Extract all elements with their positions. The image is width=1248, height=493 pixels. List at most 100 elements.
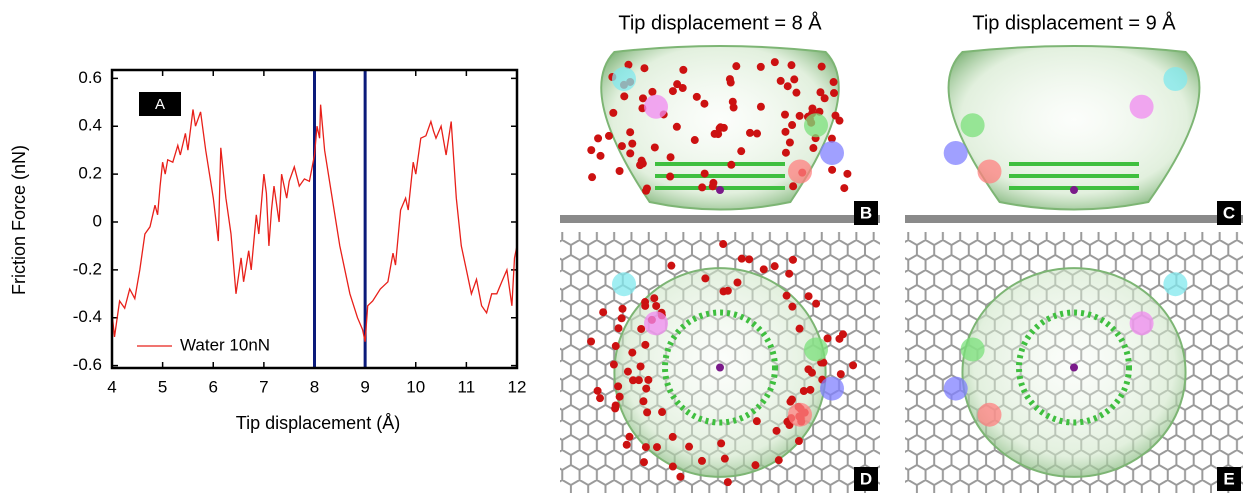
water-molecule <box>636 161 644 169</box>
water-molecule <box>628 140 636 148</box>
x-tick-label: 4 <box>107 377 116 396</box>
y-tick-label: 0 <box>93 211 102 230</box>
graphene <box>1009 174 1139 178</box>
graphene <box>1009 162 1139 166</box>
water-molecule <box>824 334 832 342</box>
water-molecule <box>624 368 632 376</box>
water-molecule <box>605 132 613 140</box>
ion <box>612 67 636 91</box>
y-axis-label: Friction Force (nN) <box>9 145 29 295</box>
water-molecule <box>596 394 604 402</box>
water-molecule <box>790 75 798 83</box>
legend-label: Water 10nN <box>180 335 270 354</box>
substrate <box>560 215 880 223</box>
ion <box>644 95 668 119</box>
water-molecule <box>784 82 792 90</box>
water-molecule <box>648 88 656 96</box>
water-molecule <box>753 130 761 138</box>
water-droplet <box>962 268 1185 477</box>
x-tick-label: 7 <box>259 377 268 396</box>
water-molecule <box>623 441 631 449</box>
y-tick-label: -0.6 <box>73 355 102 374</box>
figure: Tip displacement (Å) Friction Force (nN)… <box>0 0 1248 493</box>
image-panels: Tip displacement = 8 Å B Tip displacement … <box>560 11 1243 493</box>
ion <box>820 141 844 165</box>
water-molecule <box>698 457 706 465</box>
water-molecule <box>789 182 797 190</box>
water-molecule <box>652 302 660 310</box>
panel <box>560 42 880 227</box>
water-molecule <box>821 94 829 102</box>
ion <box>820 377 844 401</box>
water-molecule <box>781 111 789 119</box>
water-molecule <box>610 361 618 369</box>
water-molecule <box>751 461 759 469</box>
water-molecule <box>719 240 727 248</box>
water-molecule <box>658 408 666 416</box>
panel-title: Tip displacement = 9 Å <box>972 11 1176 34</box>
water-molecule <box>709 179 717 187</box>
water-molecule <box>786 139 794 147</box>
water-molecule <box>830 78 838 86</box>
y-tick-label: -0.4 <box>73 307 102 326</box>
water-molecule <box>587 146 595 154</box>
water-molecule <box>594 134 602 142</box>
water-molecule <box>788 121 796 129</box>
water-molecule <box>669 463 677 471</box>
water-molecule <box>717 439 725 447</box>
panel-title: Tip displacement = 8 Å <box>618 11 822 34</box>
water-molecule <box>625 433 633 441</box>
panel-label: D <box>860 469 872 488</box>
water-molecule <box>653 443 661 451</box>
ion <box>978 403 1002 427</box>
water-molecule <box>818 63 826 71</box>
water-molecule <box>757 103 765 111</box>
panel <box>905 42 1243 227</box>
water-molecule <box>650 294 658 302</box>
water-molecule <box>644 376 652 384</box>
panel-label: B <box>860 203 872 222</box>
panel-label: A <box>155 96 165 113</box>
water-molecule <box>641 298 649 306</box>
water-molecule <box>597 152 605 160</box>
water-molecule <box>594 387 602 395</box>
water-molecule <box>609 109 617 117</box>
water-molecule <box>733 279 741 287</box>
water-molecule <box>669 87 677 95</box>
water-molecule <box>805 292 813 300</box>
water-molecule <box>773 427 781 435</box>
water-molecule <box>685 443 693 451</box>
ion <box>1163 67 1187 91</box>
ion <box>804 337 828 361</box>
atom <box>716 186 724 194</box>
water-molecule <box>738 255 746 263</box>
water-molecule <box>771 58 779 66</box>
ion <box>944 377 968 401</box>
water-molecule <box>642 385 650 393</box>
water-molecule <box>639 397 647 405</box>
x-tick-label: 8 <box>310 377 319 396</box>
water-molecule <box>782 149 790 157</box>
water-molecule <box>588 173 596 181</box>
graphene <box>655 174 785 178</box>
water-molecule <box>843 170 851 178</box>
water-molecule <box>729 98 737 106</box>
water-molecule <box>640 458 648 466</box>
water-molecule <box>835 335 843 343</box>
water-molecule <box>612 342 620 350</box>
ion <box>788 160 812 184</box>
water-molecule <box>587 338 595 346</box>
x-tick-label: 5 <box>158 377 167 396</box>
water-molecule <box>673 123 681 131</box>
water-molecule <box>812 300 820 308</box>
water-molecule <box>642 443 650 451</box>
water-molecule <box>667 262 675 270</box>
water-molecule <box>760 265 768 273</box>
water-molecule <box>830 89 838 97</box>
water-molecule <box>757 63 765 71</box>
ion <box>961 113 985 137</box>
water-molecule <box>640 64 648 72</box>
panel-label: C <box>1223 203 1235 222</box>
water-molecule <box>626 128 634 136</box>
atom <box>1070 186 1078 194</box>
